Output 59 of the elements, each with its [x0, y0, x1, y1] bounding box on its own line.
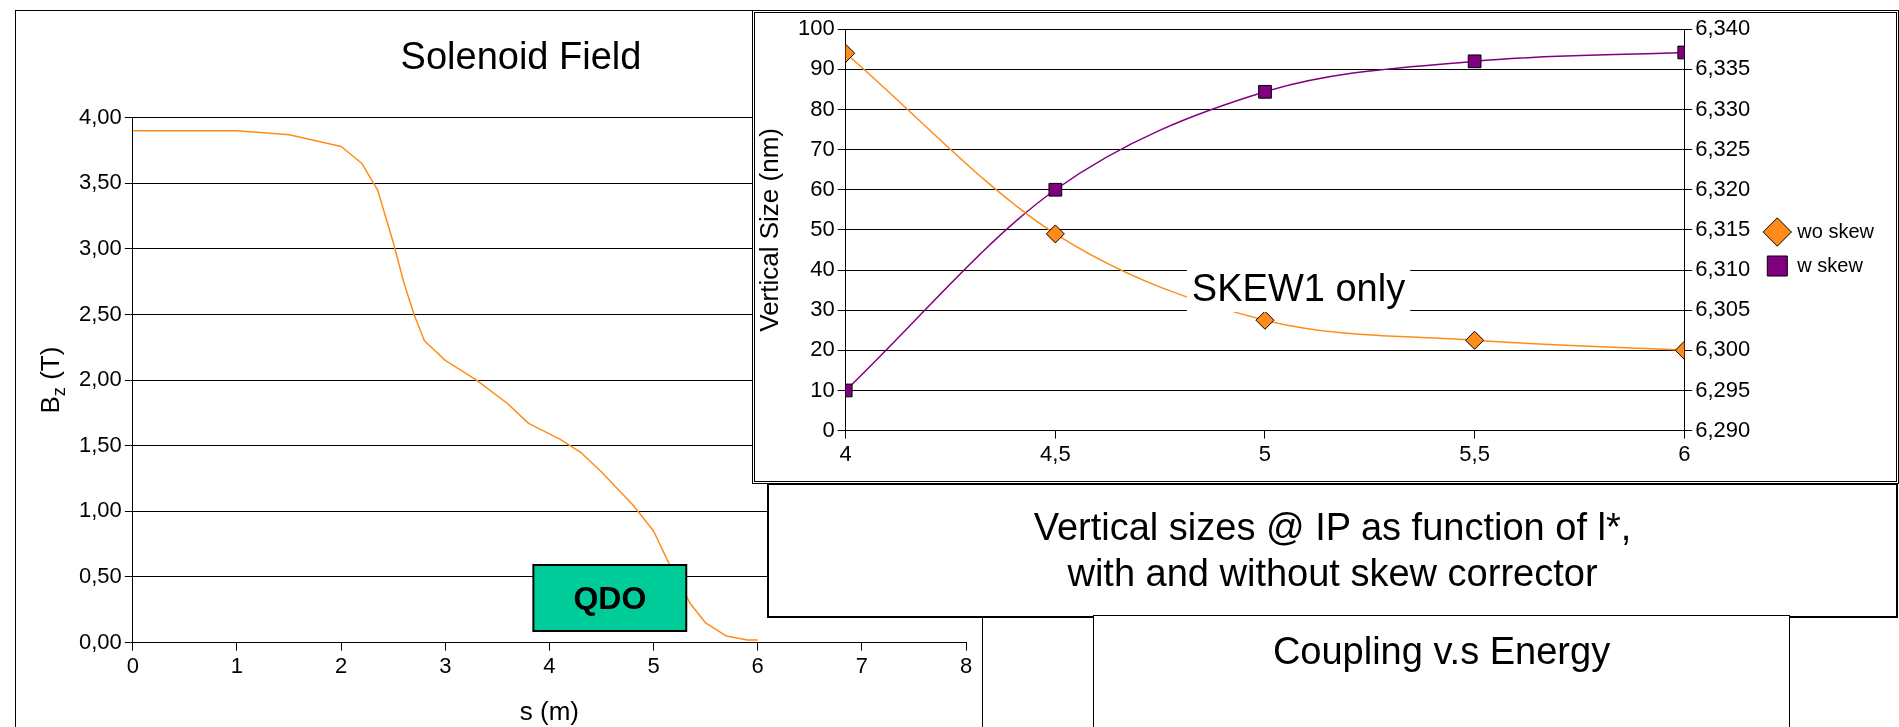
y-tick-label: 30: [810, 296, 835, 322]
point: [1048, 182, 1063, 197]
x-tick-label: 2: [334, 652, 348, 678]
y-tick-label: 70: [810, 135, 835, 161]
y-tick-label: 0,50: [78, 563, 122, 589]
y-tick-label: 10: [810, 376, 835, 402]
x-tick-label: 5: [647, 652, 660, 678]
text: Vertical sizes @ IP as function of l*, with and without skew corrector: [767, 483, 1898, 618]
y2-tick-label: 6,330: [1695, 95, 1751, 121]
y-tick-label: 2,50: [78, 300, 122, 326]
y-tick-label: 50: [810, 215, 835, 241]
x-tick-label: 7: [855, 652, 868, 678]
y-axis-title: Vertical Size (nm): [754, 128, 785, 332]
y2-tick-label: 6,315: [1695, 215, 1751, 241]
y-tick-label: 80: [810, 95, 835, 121]
legend-label: w skew: [1796, 253, 1864, 276]
x-axis-title: s (m): [519, 696, 580, 727]
y2-tick-label: 6,340: [1695, 15, 1751, 41]
y-tick-label: 0: [822, 416, 835, 442]
y-tick-label: 40: [810, 256, 835, 282]
x-tick-label: 4: [839, 440, 852, 466]
y2-tick-label: 6,290: [1695, 416, 1751, 442]
x-tick-label: 4: [543, 652, 556, 678]
y2-tick-label: 6,300: [1695, 336, 1751, 362]
x-tick-label: 5: [1258, 440, 1272, 466]
y2-tick-label: 6,310: [1695, 256, 1751, 282]
y2-tick-label: 6,325: [1695, 135, 1751, 161]
y-tick-label: 3,00: [78, 234, 122, 260]
x-tick-label: 0: [126, 652, 139, 678]
annotation: SKEW1 only: [1191, 266, 1406, 309]
point: [1255, 310, 1275, 330]
y-tick-label: 1,50: [78, 431, 122, 457]
point: [1467, 54, 1482, 69]
x-tick-label: 4,5: [1040, 440, 1071, 466]
y2-tick-label: 6,305: [1695, 296, 1751, 322]
x-tick-label: 1: [230, 652, 244, 678]
legend-label: wo skew: [1796, 219, 1875, 242]
y-tick-label: 2,00: [78, 366, 122, 392]
y2-tick-label: 6,335: [1695, 55, 1751, 81]
y-axis-title: Bz (T): [35, 346, 69, 414]
annotation: QDO: [573, 579, 647, 616]
x-tick-label: 5,5: [1459, 440, 1490, 466]
y-tick-label: 4,00: [78, 103, 122, 129]
x-tick-label: 8: [959, 652, 973, 678]
point: [1258, 84, 1272, 99]
y-tick-label: 3,50: [78, 169, 122, 195]
y-tick-label: 60: [810, 175, 835, 201]
y-tick-label: 90: [810, 55, 835, 81]
x-tick-label: 6: [1678, 440, 1691, 466]
y-tick-label: 100: [797, 15, 835, 41]
y-tick-label: 20: [810, 336, 835, 362]
y-tick-label: 0,00: [78, 628, 122, 654]
x-tick-label: 6: [751, 652, 764, 678]
x-tick-label: 3: [439, 652, 452, 678]
chart-title: Solenoid Field: [400, 35, 642, 78]
y2-tick-label: 6,295: [1695, 376, 1751, 402]
text: Coupling v.s Energy: [1271, 630, 1612, 673]
y-tick-label: 1,00: [78, 497, 122, 523]
y2-tick-label: 6,320: [1695, 175, 1751, 201]
